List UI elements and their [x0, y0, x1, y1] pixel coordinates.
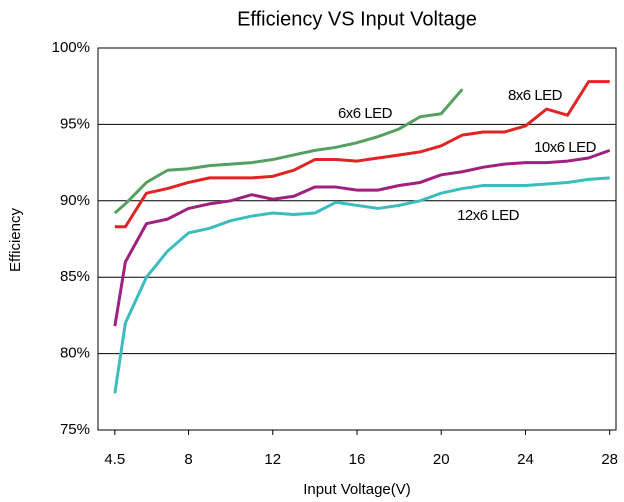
x-tick-label: 24 — [517, 451, 534, 468]
y-tick-label: 100% — [52, 39, 90, 56]
y-tick-label: 90% — [60, 192, 90, 209]
series-line — [114, 80, 610, 229]
x-tick-label: 20 — [433, 451, 450, 468]
y-tick-label: 85% — [60, 268, 90, 285]
y-tick-label: 75% — [60, 421, 90, 438]
series-line — [113, 88, 464, 215]
series-label: 10x6 LED — [534, 139, 597, 156]
x-tick-label: 4.5 — [104, 451, 125, 468]
y-tick-label: 80% — [60, 345, 90, 362]
series-line — [113, 148, 611, 327]
series-label: 8x6 LED — [508, 87, 563, 104]
series-line — [113, 176, 610, 394]
plot-frame — [97, 47, 617, 431]
series-label: 6x6 LED — [338, 105, 393, 122]
x-tick-label: 8 — [184, 451, 192, 468]
x-tick-label: 12 — [264, 451, 281, 468]
x-tick-label: 16 — [349, 451, 366, 468]
x-tick-label: 28 — [601, 451, 618, 468]
series-label: 12x6 LED — [457, 207, 520, 224]
y-axis-label: Efficiency — [7, 208, 24, 272]
y-tick-label: 95% — [60, 115, 90, 132]
chart-title: Efficiency VS Input Voltage — [237, 8, 477, 30]
x-axis-label: Input Voltage(V) — [303, 481, 411, 498]
